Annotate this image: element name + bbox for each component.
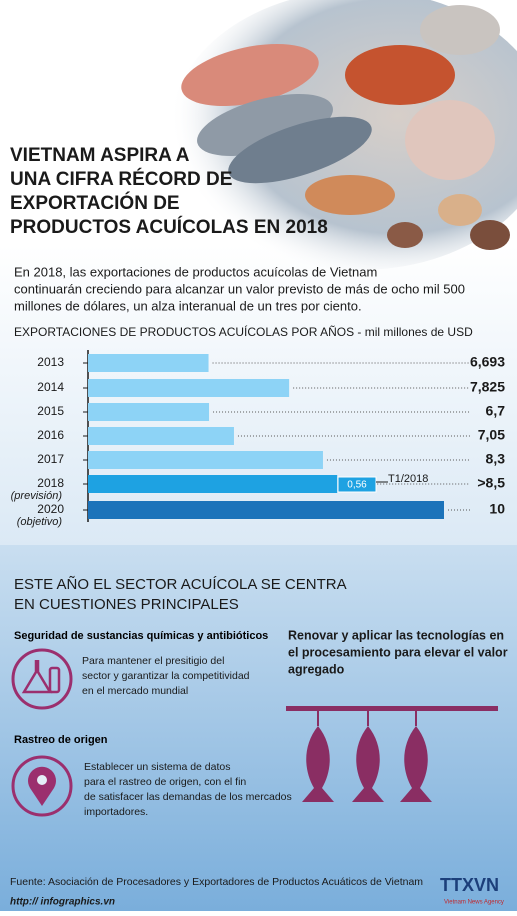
category-label: 2018 (37, 476, 64, 490)
value-label: 7,05 (478, 427, 505, 443)
title: EXPORTACIÓN DE (10, 192, 180, 214)
site: http:// infographics.vn (10, 897, 115, 908)
category-label: 2013 (37, 355, 64, 369)
category-label: 2014 (37, 380, 64, 394)
item-title: Renovar y aplicar las tecnologías en (288, 628, 504, 642)
bar-chart: 2013 6,693 2014 7,825 2015 6,7 2016 7,05 2017 8,3… (11, 350, 506, 528)
source: Fuente: Asociación de Procesadores y Exp… (10, 876, 423, 888)
value-label: 6,7 (486, 403, 506, 419)
bar (88, 427, 234, 445)
hanging-fish-icon (286, 706, 498, 802)
category-label: 2020 (37, 502, 64, 516)
bar (88, 451, 323, 469)
title: PRODUCTOS ACUÍCOLAS EN 2018 (10, 216, 328, 238)
logo-sub: Vietnam News Agency (444, 900, 504, 906)
annotation-box (337, 476, 377, 493)
item-text: Establecer un sistema de datos (84, 761, 231, 773)
item-text: en el mercado mundial (82, 685, 188, 697)
section-title: EN CUESTIONES PRINCIPALES (14, 596, 239, 613)
item-text: Para mantener el presitigio del (82, 655, 224, 667)
value-label: 8,3 (486, 451, 506, 467)
intro: millones de dólares, un alza interanual … (14, 298, 362, 313)
category-label: 2015 (37, 404, 64, 418)
category-label: 2016 (37, 428, 64, 442)
bar (88, 379, 290, 397)
item-text: de satisfacer las demandas de los mercad… (84, 791, 292, 803)
value-label: >8,5 (477, 475, 505, 491)
logo: TTXVN Vietnam News Agency (440, 875, 504, 906)
bar (88, 501, 444, 519)
category-label: 2017 (37, 452, 64, 466)
item-text: sector y garantizar la competitividad (82, 670, 250, 682)
category-note: (previsión) (11, 490, 63, 502)
bottom-background (0, 545, 517, 911)
annotation: 0,56 (347, 480, 367, 491)
item-title: Rastreo de origen (14, 734, 108, 746)
bar (88, 475, 338, 493)
item-title: Seguridad de sustancias químicas y antib… (14, 630, 268, 642)
annotation: T1/2018 (388, 473, 428, 485)
intro: En 2018, las exportaciones de productos … (14, 264, 377, 279)
bar (88, 403, 210, 421)
value-label: 7,825 (470, 379, 505, 395)
bar (88, 354, 209, 372)
seafood-illustration (170, 0, 517, 270)
item-text: importadores. (84, 806, 148, 818)
item-title: agregado (288, 662, 345, 676)
chart-title: EXPORTACIONES DE PRODUCTOS ACUÍCOLAS POR… (14, 324, 473, 339)
category-note: (objetivo) (17, 516, 63, 528)
value-label: 10 (489, 501, 505, 517)
item-text: para el rastreo de origen, con el fin (84, 776, 246, 788)
title: VIETNAM ASPIRA A (10, 145, 190, 166)
intro: continuarán creciendo para alcanzar un v… (14, 281, 465, 296)
logo-text: TTXVN (440, 875, 499, 895)
title: UNA CIFRA RÉCORD DE (10, 168, 232, 190)
section-title: ESTE AÑO EL SECTOR ACUÍCOLA SE CENTRA (14, 576, 347, 593)
item-title: el procesamiento para elevar el valor (288, 645, 508, 659)
value-label: 6,693 (470, 354, 505, 370)
chemistry-icon (11, 648, 73, 710)
location-icon (11, 755, 73, 817)
